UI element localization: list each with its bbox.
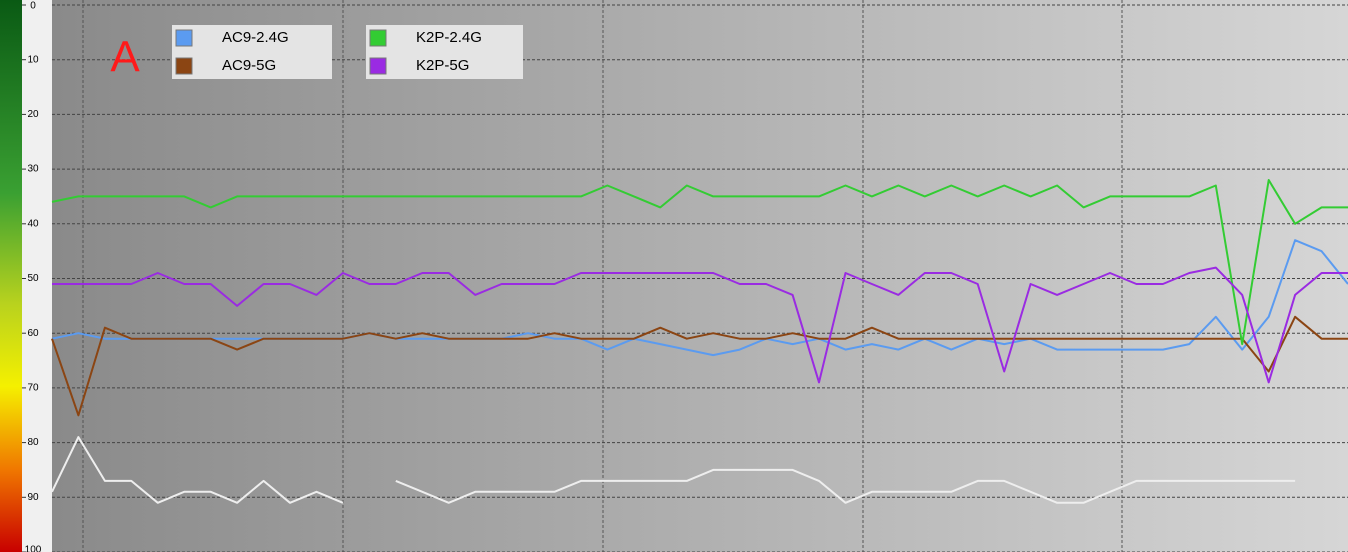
y-tick-label: 70 [27, 383, 39, 394]
legend-label: K2P-2.4G [416, 29, 482, 46]
annotation: A [110, 33, 140, 82]
plot-area [52, 0, 1348, 552]
y-tick-label: 0 [30, 1, 36, 12]
y-tick-label: 20 [27, 109, 39, 120]
y-tick-label: 30 [27, 164, 39, 175]
y-tick-label: 80 [27, 437, 39, 448]
series-line [51, 179, 1348, 346]
series-line [51, 436, 1296, 504]
legend-label: AC9-5G [222, 57, 276, 74]
legend-swatch [175, 57, 193, 75]
legend-label: K2P-5G [416, 57, 469, 74]
legend-swatch [369, 57, 387, 75]
y-tick-label: 40 [27, 218, 39, 229]
y-tick-label: 60 [27, 328, 39, 339]
legend-label: AC9-2.4G [222, 29, 289, 46]
legend-box [366, 25, 523, 79]
legend-swatch [175, 29, 193, 47]
legend-swatch [369, 29, 387, 47]
color-scale [0, 0, 22, 552]
series-line [52, 266, 1348, 384]
legend-box [172, 25, 332, 79]
y-tick-label: 10 [27, 54, 39, 65]
series-line [51, 315, 1348, 417]
y-tick-label: 100 [25, 545, 42, 552]
y-tick-label: 90 [27, 492, 39, 503]
y-tick-label: 50 [27, 273, 39, 284]
